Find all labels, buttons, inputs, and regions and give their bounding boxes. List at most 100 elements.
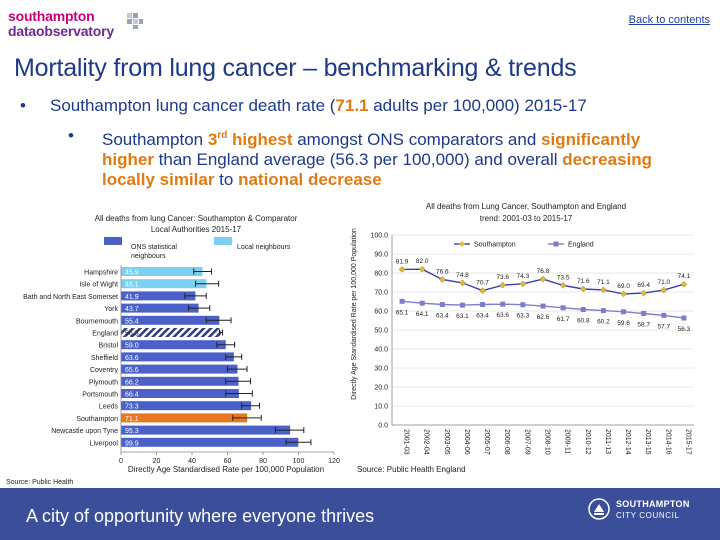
line-chart-y-tick-label: 20.0 — [374, 385, 388, 392]
line-data-label: 71.6 — [577, 278, 590, 285]
line-data-label: 63.4 — [476, 313, 489, 320]
bar-category-label: Southampton — [76, 416, 118, 423]
line-point-southampton — [539, 275, 547, 283]
bar — [121, 437, 299, 447]
bar-value-label: 99.9 — [125, 440, 139, 447]
line-chart-x-tick-label: 2007-09 — [523, 429, 530, 455]
bar-chart-x-tick-label: 100 — [293, 458, 305, 465]
bar — [121, 340, 226, 350]
legend-swatch-local — [214, 237, 232, 245]
bar-category-label: Bath and North East Somerset — [23, 294, 118, 301]
line-chart-y-tick-label: 50.0 — [374, 328, 388, 335]
back-to-contents-link[interactable]: Back to contents — [628, 14, 710, 26]
line-chart-x-tick-label: 2001-03 — [403, 429, 410, 455]
line-legend-label: England — [568, 242, 594, 249]
southampton-data-observatory-logo[interactable]: southampton dataobservatory — [8, 8, 148, 40]
line-point-southampton — [499, 281, 507, 289]
line-data-label: 76.6 — [436, 268, 449, 275]
line-chart-source: Source: Public Health England — [357, 465, 466, 474]
line-chart-ylabel: Directly Age Standardised Rate per 100,0… — [351, 228, 358, 400]
line-data-label: 81.9 — [396, 258, 409, 265]
council-crest-icon — [588, 498, 610, 520]
bar — [121, 389, 239, 398]
line-point-england — [681, 315, 687, 321]
bar — [121, 267, 203, 276]
line-legend-marker — [553, 241, 559, 247]
bar-category-label: Portsmouth — [82, 392, 118, 399]
line-data-label: 74.1 — [678, 273, 691, 280]
line-data-label: 59.6 — [617, 320, 630, 327]
line-legend-marker — [459, 241, 465, 247]
line-point-southampton — [398, 266, 406, 273]
bar — [121, 328, 221, 337]
bar-chart-x-tick-label: 40 — [188, 458, 196, 465]
bar-value-label: 73.3 — [125, 404, 139, 411]
line-chart-x-tick-label: 2005-07 — [483, 429, 490, 455]
line-data-label: 70.7 — [476, 280, 489, 287]
line-point-england — [560, 305, 566, 311]
bar-chart-x-tick-label: 120 — [328, 458, 340, 465]
line-data-label: 60.8 — [577, 317, 590, 324]
line-data-label: 63.4 — [436, 313, 449, 320]
line-point-england — [540, 303, 546, 309]
bar-category-label: Leeds — [99, 404, 119, 411]
line-data-label: 82.0 — [416, 258, 429, 265]
line-data-label: 61.7 — [557, 316, 570, 323]
line-point-england — [419, 300, 425, 306]
bar-value-label: 45.9 — [125, 270, 139, 277]
line-data-label: 58.7 — [637, 321, 650, 328]
source-left: Source: Public Health — [6, 479, 73, 486]
bar-value-label: 43.7 — [125, 306, 139, 313]
line-point-england — [439, 302, 445, 308]
bar-category-label: Newcastle upon Tyne — [51, 428, 118, 435]
line-chart-y-tick-label: 40.0 — [374, 347, 388, 354]
line-data-label: 63.6 — [496, 312, 509, 319]
line-chart-y-tick-label: 80.0 — [374, 271, 388, 278]
bullet-point-icon: • — [20, 96, 26, 115]
line-point-southampton — [680, 280, 688, 288]
bar-value-label: 95.3 — [125, 428, 139, 435]
bullet-text: Southampton 3rd highest amongst ONS comp… — [102, 130, 653, 189]
bar-value-label: 55.4 — [125, 318, 139, 325]
line-chart-y-tick-label: 10.0 — [374, 404, 388, 411]
legend-label-ons-line2: neighbours — [131, 253, 166, 260]
line-chart-x-tick-label: 2011-13 — [604, 429, 611, 454]
line-data-label: 76.8 — [537, 268, 550, 275]
bar-category-label: Sheffield — [91, 355, 118, 362]
line-data-label: 60.2 — [597, 319, 610, 326]
bar-category-label: Bournemouth — [76, 318, 118, 325]
bar-category-label: Hampshire — [84, 270, 118, 277]
bar — [121, 279, 207, 289]
bar-category-label: England — [92, 331, 118, 338]
bar-value-label: 71.1 — [125, 416, 139, 423]
bar — [121, 364, 238, 374]
line-chart-x-tick-label: 2012-14 — [624, 429, 631, 455]
bullet-point-icon: • — [68, 126, 74, 145]
line-point-southampton — [660, 286, 668, 294]
line-chart-x-tick-label: 2002-04 — [423, 429, 430, 455]
line-point-southampton — [479, 287, 486, 294]
line-legend-label: Southampton — [474, 242, 516, 249]
line-point-southampton — [620, 290, 627, 298]
bar-chart-xlabel: Directly Age Standardised Rate per 100,0… — [128, 465, 324, 474]
line-chart-x-tick-label: 2010-12 — [584, 429, 591, 455]
bar — [121, 376, 239, 386]
line-point-england — [459, 302, 465, 308]
line-chart-y-tick-label: 70.0 — [374, 290, 388, 297]
line-point-southampton — [519, 280, 527, 288]
line-data-label: 74.8 — [456, 272, 469, 279]
line-data-label: 64.1 — [416, 311, 429, 318]
line-chart: 0.0 10.0 20.0 30.0 40.0 50.0 60.0 70.0 80.0 90.0 1… — [370, 233, 694, 455]
bar — [121, 401, 252, 411]
line-chart-x-tick-label: 2009-11 — [564, 429, 571, 454]
bar-chart-x-tick-label: 80 — [259, 458, 267, 465]
bar-value-label: 65.6 — [125, 367, 139, 374]
bar-chart-title-line2: Local Authorities 2015-17 — [151, 225, 242, 234]
line-data-label: 63.1 — [456, 313, 469, 320]
line-chart-x-tick-label: 2003-05 — [443, 429, 450, 455]
line-chart-y-tick-label: 100.0 — [370, 233, 388, 240]
legend-swatch-ons — [104, 237, 122, 245]
line-point-england — [500, 301, 506, 307]
line-point-england — [621, 309, 627, 315]
